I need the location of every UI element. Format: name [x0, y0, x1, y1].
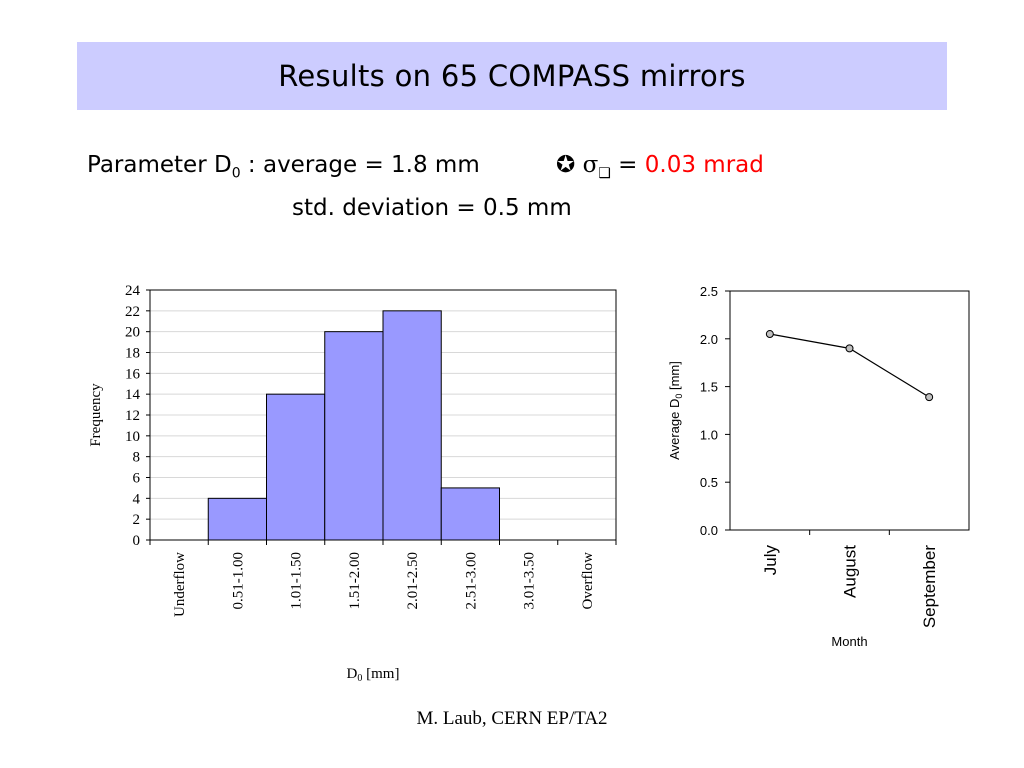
x-tick-label: 2.51-3.00 [463, 552, 479, 610]
y-tick-label: 1.0 [700, 427, 718, 442]
histogram-bar [207, 497, 267, 541]
sigma-value: 0.03 mrad [644, 152, 764, 178]
parameter-subscript: 0 [231, 165, 241, 182]
y-tick-label: 2.5 [700, 284, 718, 299]
y-tick-label: 16 [125, 366, 141, 382]
y-tick-label: 0.5 [700, 475, 718, 490]
y-tick-label: 12 [125, 408, 140, 424]
x-tick-label: Overflow [580, 552, 596, 610]
y-tick-label: 22 [125, 304, 140, 320]
parameter-average: : average = 1.8 mm [240, 152, 480, 178]
y-tick-label: 1.5 [700, 380, 718, 395]
y-tick-label: 8 [133, 450, 141, 466]
x-tick-label: 2.01-2.50 [405, 552, 421, 610]
x-axis-title: Month [831, 634, 867, 649]
x-tick-label: 1.51-2.00 [347, 552, 363, 610]
y-tick-label: 10 [125, 429, 140, 445]
y-tick-label: 0.0 [700, 523, 718, 538]
histogram-bar [266, 393, 326, 541]
slide-title: Results on 65 COMPASS mirrors [278, 59, 746, 93]
parameter-line: Parameter D0 : average = 1.8 mm [87, 152, 480, 182]
y-tick-label: 2.0 [700, 332, 718, 347]
sigma-line: ✪ σ❑ = 0.03 mrad [556, 152, 764, 182]
y-tick-label: 0 [133, 533, 141, 549]
y-axis-title: Average D0 [mm] [667, 361, 684, 460]
histogram-bar [382, 310, 442, 541]
y-tick-label: 2 [133, 512, 141, 528]
x-tick-label: 1.01-1.50 [289, 552, 305, 610]
x-tick-label: September [920, 545, 939, 628]
title-bar: Results on 65 COMPASS mirrors [77, 42, 947, 110]
star-icon: ✪ [556, 152, 576, 178]
footer-credit: M. Laub, CERN EP/TA2 [416, 708, 608, 729]
y-tick-label: 6 [133, 471, 141, 487]
y-tick-label: 14 [125, 387, 141, 403]
y-axis-title: Frequency [88, 383, 104, 447]
series-line [769, 333, 930, 398]
plot-area-border [729, 290, 970, 531]
y-tick-label: 24 [125, 283, 141, 299]
equals-sign: = [618, 152, 638, 178]
x-tick-label: Underflow [172, 552, 188, 617]
x-tick-label: July [761, 545, 780, 576]
data-point [925, 393, 934, 402]
box-icon: ❑ [598, 165, 611, 182]
data-point [765, 330, 774, 339]
data-point [845, 344, 854, 353]
histogram-bar [324, 331, 384, 541]
x-tick-label: August [841, 545, 860, 598]
x-tick-label: 0.51-1.00 [230, 552, 246, 610]
y-tick-label: 4 [133, 491, 141, 507]
parameter-label: Parameter D [87, 152, 232, 178]
y-tick-label: 18 [125, 346, 140, 362]
x-tick-label: 3.01-3.50 [522, 552, 538, 610]
y-tick-label: 20 [125, 325, 140, 341]
line-chart: 0.0 0.5 1.0 1.5 2.0 2.5 July August September Mon… [667, 284, 970, 649]
x-axis-title: D0 [mm] [347, 666, 400, 684]
histogram-bar [440, 487, 500, 541]
std-deviation-line: std. deviation = 0.5 mm [292, 195, 572, 221]
sigma-symbol: σ [582, 152, 599, 178]
